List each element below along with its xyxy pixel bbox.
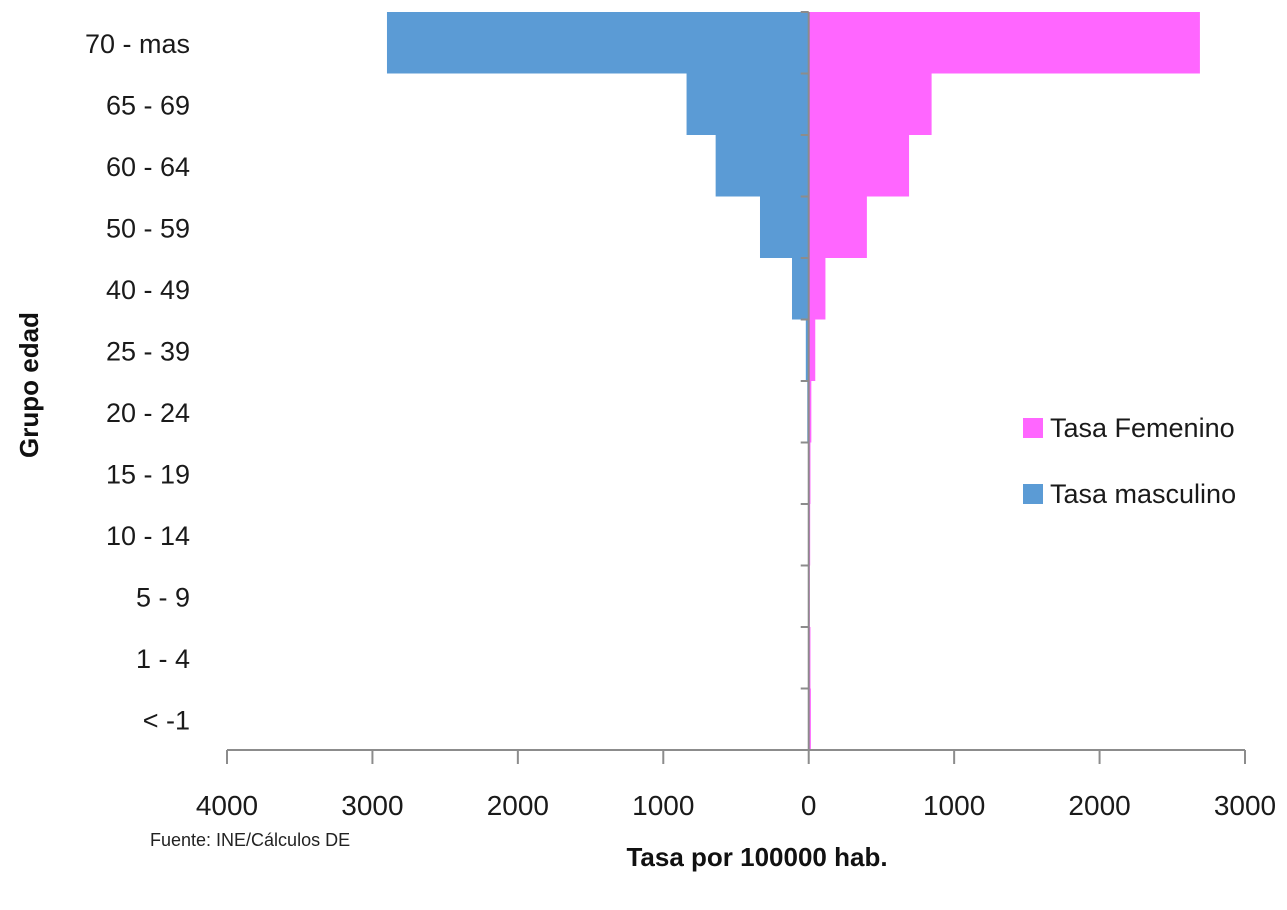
y-category-label-7: 40 - 49 — [106, 275, 190, 305]
legend: Tasa Femenino Tasa masculino — [1023, 413, 1236, 509]
bar-female-8 — [808, 196, 867, 258]
x-tick-label-1: 3000 — [341, 790, 403, 821]
y-axis-title: Grupo edad — [14, 312, 44, 458]
x-tick-label-5: 1000 — [923, 790, 985, 821]
y-category-label-10: 65 - 69 — [106, 90, 190, 120]
x-tick-labels: 4000 3000 2000 1000 0 1000 2000 3000 — [196, 790, 1276, 821]
x-tick-label-4: 0 — [801, 790, 817, 821]
series-female-bars — [808, 12, 1200, 750]
bar-male-10 — [686, 73, 809, 135]
bar-female-7 — [808, 258, 826, 320]
bar-male-9 — [715, 135, 809, 197]
bar-female-5 — [808, 381, 812, 443]
bar-female-11 — [808, 12, 1200, 74]
bar-female-10 — [808, 73, 932, 135]
y-category-label-6: 25 - 39 — [106, 336, 190, 366]
bar-female-6 — [808, 319, 816, 381]
x-axis-title: Tasa por 100000 hab. — [626, 842, 887, 872]
bar-female-0 — [808, 688, 811, 750]
y-category-label-2: 5 - 9 — [136, 582, 190, 612]
x-tick-label-6: 2000 — [1068, 790, 1130, 821]
bar-female-9 — [808, 135, 910, 197]
series-male-bars — [386, 12, 809, 750]
axes — [226, 11, 1246, 764]
x-tick-label-0: 4000 — [196, 790, 258, 821]
y-category-label-9: 60 - 64 — [106, 152, 190, 182]
legend-label-1: Tasa masculino — [1050, 479, 1236, 509]
y-category-label-4: 15 - 19 — [106, 459, 190, 489]
legend-label-0: Tasa Femenino — [1050, 413, 1235, 443]
y-category-label-0: < -1 — [143, 705, 190, 735]
y-category-label-3: 10 - 14 — [106, 521, 190, 551]
y-category-label-8: 50 - 59 — [106, 213, 190, 243]
x-tick-label-2: 2000 — [487, 790, 549, 821]
y-category-label-5: 20 - 24 — [106, 398, 190, 428]
x-tick-label-3: 1000 — [632, 790, 694, 821]
bar-male-6 — [805, 319, 809, 381]
y-category-label-1: 1 - 4 — [136, 644, 190, 674]
bar-male-8 — [759, 196, 809, 258]
bar-male-7 — [791, 258, 809, 320]
bar-male-11 — [386, 12, 809, 74]
legend-swatch-0 — [1023, 418, 1043, 438]
y-category-labels: < -1 1 - 4 5 - 9 10 - 14 15 - 19 20 - 24 25 - … — [85, 29, 190, 736]
x-tick-label-7: 3000 — [1214, 790, 1276, 821]
y-category-label-11: 70 - mas — [85, 29, 190, 59]
source-note: Fuente: INE/Cálculos DE — [150, 830, 351, 850]
legend-swatch-1 — [1023, 484, 1043, 504]
